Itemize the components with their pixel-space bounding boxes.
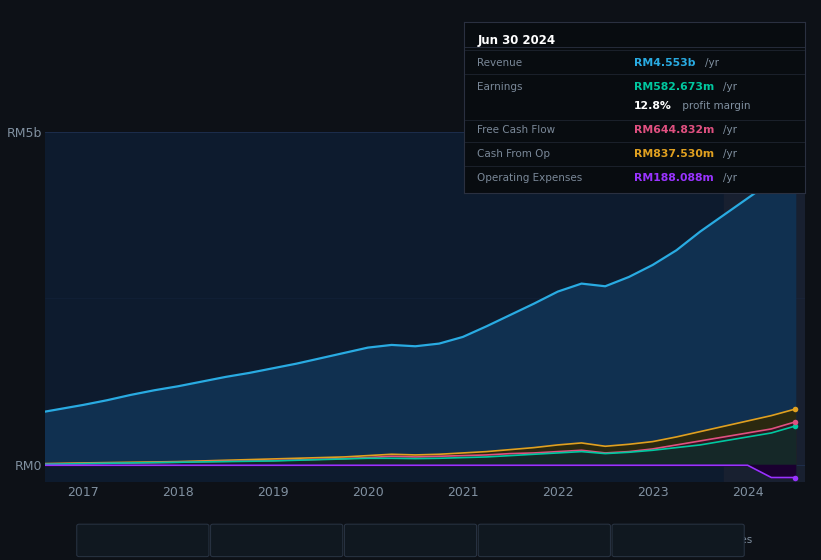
Text: Free Cash Flow: Free Cash Flow: [478, 125, 556, 135]
Text: /yr: /yr: [722, 173, 736, 183]
Text: RM644.832m: RM644.832m: [635, 125, 714, 135]
Text: Free Cash Flow: Free Cash Flow: [380, 535, 458, 545]
Text: /yr: /yr: [722, 82, 736, 92]
Text: RM188.088m: RM188.088m: [635, 173, 714, 183]
Text: 12.8%: 12.8%: [635, 101, 672, 111]
Text: Revenue: Revenue: [112, 535, 157, 545]
Text: ●: ●: [227, 535, 236, 545]
Text: Earnings: Earnings: [246, 535, 291, 545]
Text: ●: ●: [360, 535, 369, 545]
Text: /yr: /yr: [705, 58, 719, 68]
Text: Earnings: Earnings: [478, 82, 523, 92]
Text: Operating Expenses: Operating Expenses: [478, 173, 583, 183]
Text: RM582.673m: RM582.673m: [635, 82, 714, 92]
Text: Cash From Op: Cash From Op: [478, 149, 551, 159]
Bar: [724, 132, 805, 482]
Text: RM837.530m: RM837.530m: [635, 149, 714, 159]
Text: ●: ●: [93, 535, 102, 545]
Text: /yr: /yr: [722, 125, 736, 135]
Text: Revenue: Revenue: [478, 58, 523, 68]
Text: Jun 30 2024: Jun 30 2024: [478, 34, 556, 48]
Text: ●: ●: [494, 535, 503, 545]
Text: Cash From Op: Cash From Op: [514, 535, 586, 545]
Text: /yr: /yr: [722, 149, 736, 159]
Text: RM4.553b: RM4.553b: [635, 58, 695, 68]
Text: profit margin: profit margin: [678, 101, 750, 111]
Text: ●: ●: [628, 535, 637, 545]
Text: Operating Expenses: Operating Expenses: [647, 535, 753, 545]
